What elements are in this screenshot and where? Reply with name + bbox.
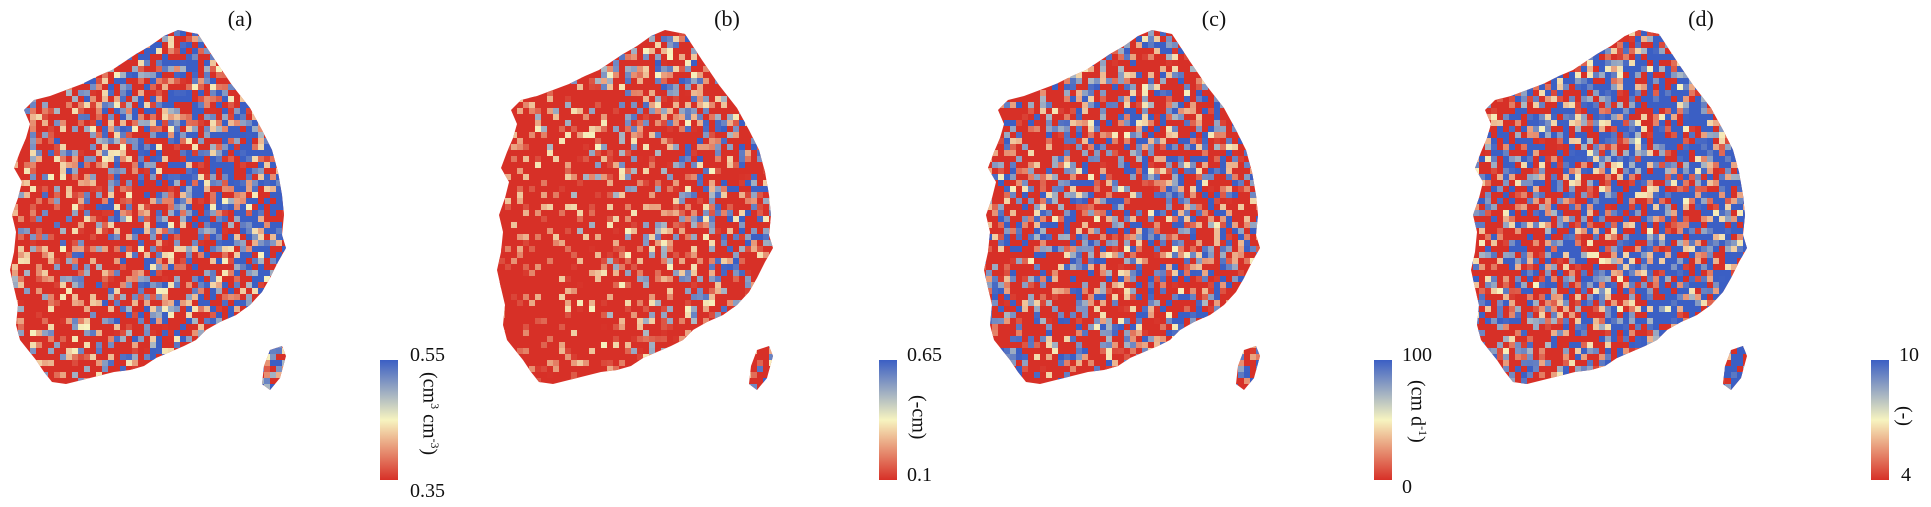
map-panel-a: (a) 0.55 0.35 (cm3 cm-3) <box>0 0 480 507</box>
colorbar-unit: (cm d-1) <box>1406 380 1430 443</box>
colorbar-unit: (-) <box>1893 406 1916 426</box>
panel-label: (b) <box>714 6 740 31</box>
raster-cells <box>1471 30 1747 390</box>
colorbar-max: 100 <box>1402 344 1432 366</box>
korea-map-a <box>10 30 286 390</box>
colorbar-b <box>879 360 897 480</box>
colorbar-unit: (-cm) <box>907 395 930 440</box>
panel-label: (a) <box>227 6 253 31</box>
map-panel-d: (d) 10 4 (-) <box>1461 0 1931 507</box>
map-panel-c: (c) 100 0 (cm d-1) <box>974 0 1454 507</box>
map-panel-b: (b) 0.65 0.1 (-cm) <box>487 0 967 507</box>
panel-label: (d) <box>1688 6 1714 31</box>
colorbar-c <box>1374 360 1392 480</box>
colorbar-min: 0.35 <box>410 480 445 502</box>
colorbar-unit: (cm3 cm-3) <box>418 372 442 456</box>
korea-map-d <box>1471 30 1747 390</box>
colorbar-max: 0.55 <box>410 344 445 366</box>
colorbar-a <box>380 360 398 480</box>
colorbar-min: 0 <box>1402 476 1412 498</box>
colorbar-min: 4 <box>1901 464 1911 486</box>
korea-map-b <box>497 30 773 390</box>
colorbar-max: 10 <box>1899 344 1919 366</box>
colorbar-d <box>1871 360 1889 480</box>
colorbar-max: 0.65 <box>907 344 942 366</box>
panel-label: (c) <box>1201 6 1227 31</box>
raster-cells <box>10 30 286 390</box>
colorbar-min: 0.1 <box>907 464 932 486</box>
korea-map-c <box>984 30 1260 390</box>
